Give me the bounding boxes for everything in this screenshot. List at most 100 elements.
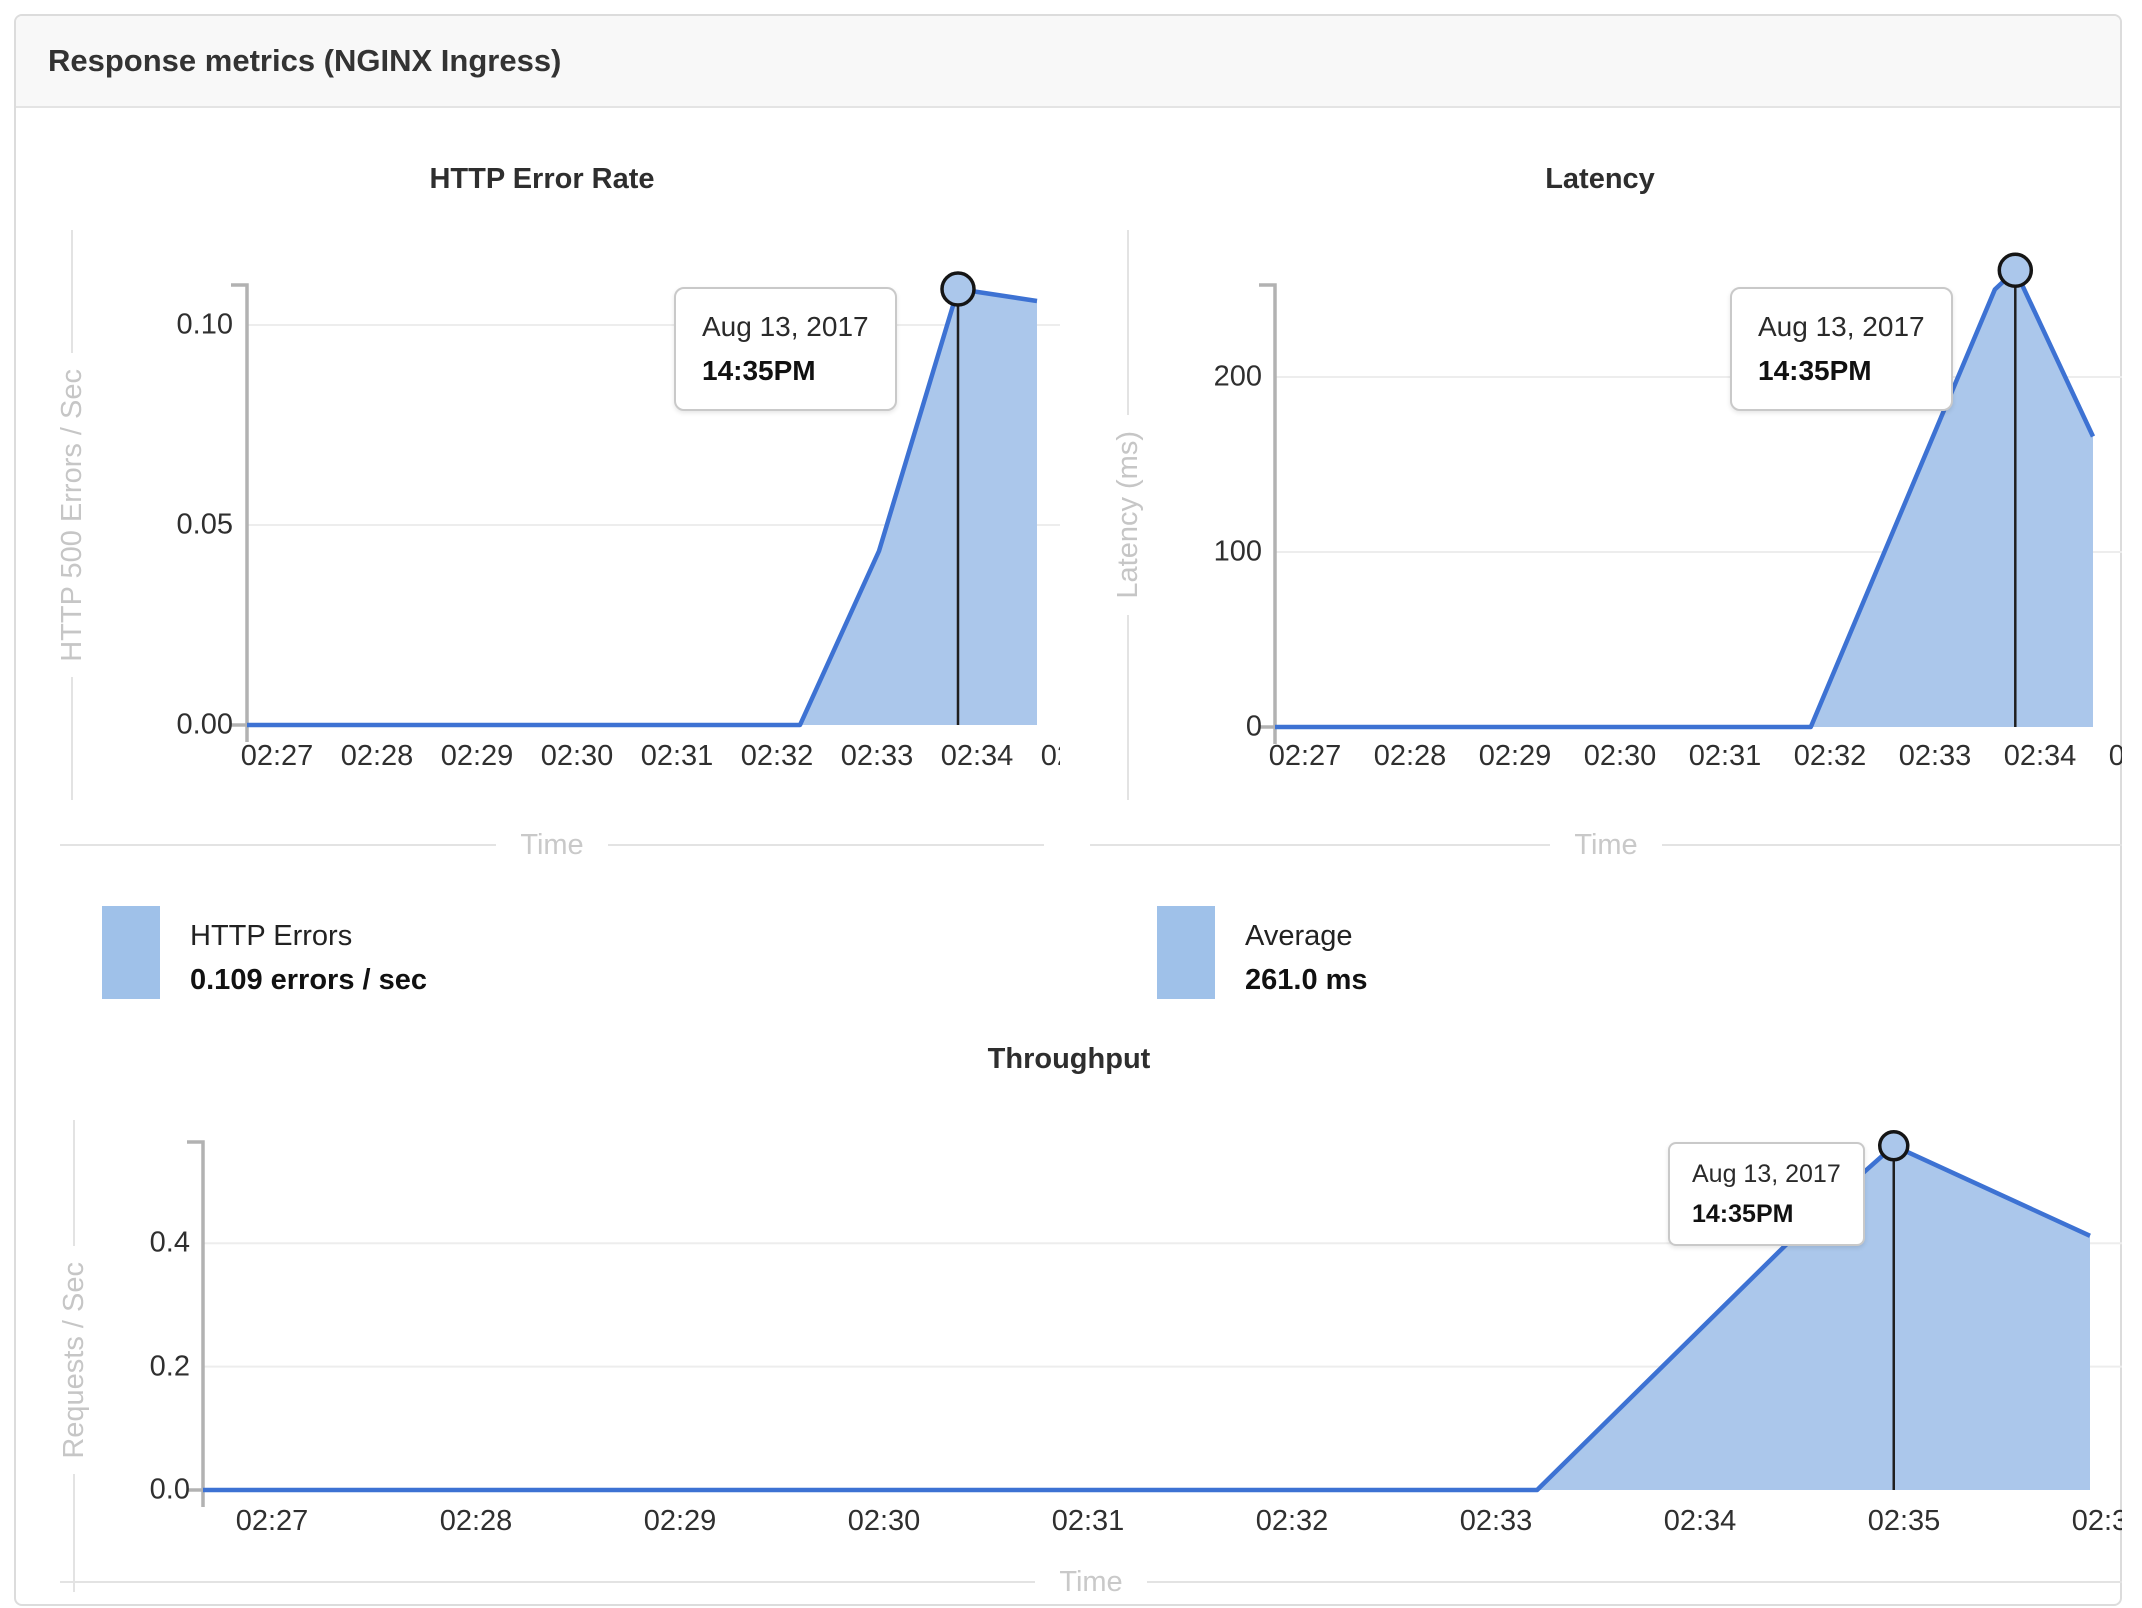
tooltip-time: 14:35PM — [1692, 1200, 1794, 1228]
y-axis-title: HTTP 500 Errors / Sec — [42, 230, 102, 800]
y-axis-title-text: HTTP 500 Errors / Sec — [55, 368, 88, 662]
x-axis-title: Time — [60, 1562, 2122, 1592]
tooltip-time: 14:35PM — [702, 355, 816, 386]
hover-marker[interactable] — [940, 271, 976, 307]
x-tick-label: 02:35 — [1040, 740, 1060, 772]
tooltip: Aug 13, 2017 14:35PM — [1668, 1142, 1865, 1246]
y-axis-line — [187, 1140, 205, 1507]
legend-label: Average — [1245, 920, 1353, 952]
card-header: Response metrics (NGINX Ingress) — [16, 16, 2120, 108]
axis-title-decoration-line — [71, 677, 73, 800]
plot-area-0[interactable] — [16, 110, 1060, 890]
y-tick-label: 0.00 — [176, 708, 233, 741]
legend-value: 0.109 errors / sec — [190, 964, 428, 996]
axis-title-decoration-line — [60, 844, 497, 846]
x-tick-label: 02:30 — [1583, 740, 1657, 772]
y-axis-title-text: Latency (ms) — [1111, 431, 1144, 599]
series-area — [247, 289, 1037, 725]
axis-title-decoration-line — [73, 1120, 75, 1246]
x-tick-label: 02:31 — [1688, 740, 1762, 772]
tooltip-date: Aug 13, 2017 — [702, 311, 869, 342]
y-tick-label: 0.2 — [149, 1350, 190, 1383]
x-axis-title: Time — [60, 825, 1044, 865]
y-axis-title: Latency (ms) — [1098, 230, 1158, 801]
axis-title-decoration-line — [60, 1581, 1036, 1583]
x-tick-label: 02:33 — [840, 740, 914, 772]
x-tick-label: 02:32 — [1255, 1505, 1329, 1537]
series-line — [247, 286, 1038, 728]
y-tick-label: 0.10 — [176, 308, 233, 341]
y-axis-line — [231, 283, 249, 742]
legend-swatch — [1157, 906, 1215, 999]
x-tick-label: 02:28 — [340, 740, 414, 772]
x-tick-label: 02:27 — [235, 1505, 309, 1537]
series-line — [1275, 268, 2096, 730]
axis-title-decoration-line — [607, 844, 1044, 846]
x-tick-label: 02:35 — [1867, 1505, 1941, 1537]
y-axis-line — [1259, 283, 1277, 744]
chart-http-error-rate[interactable]: HTTP Error Rate 0.10 0.05 0.00 02:27 02:28 02:… — [16, 110, 1060, 890]
axis-title-decoration-line — [1127, 230, 1129, 416]
axis-title-decoration-line — [1146, 1581, 2122, 1583]
x-axis-title: Time — [1090, 825, 2122, 865]
series-area — [1275, 270, 2093, 727]
x-tick-label: 02:34 — [940, 740, 1014, 772]
x-tick-label: 02:31 — [1051, 1505, 1125, 1537]
tooltip-time: 14:35PM — [1758, 355, 1872, 386]
hover-marker[interactable] — [1997, 252, 2034, 288]
tooltip-date: Aug 13, 2017 — [1692, 1160, 1841, 1188]
tooltip: Aug 13, 2017 14:35PM — [1730, 287, 1953, 411]
x-axis-title-text: Time — [1574, 828, 1638, 861]
x-tick-label: 02:32 — [1793, 740, 1867, 772]
x-tick-label: 02:34 — [1663, 1505, 1737, 1537]
x-axis-title-text: Time — [520, 828, 584, 861]
chart-title: HTTP Error Rate — [429, 163, 655, 195]
axis-title-decoration-line — [71, 230, 73, 353]
y-tick-label: 100 — [1213, 535, 1262, 568]
x-axis-title-text: Time — [1059, 1565, 1123, 1593]
tooltip: Aug 13, 2017 14:35PM — [674, 287, 897, 411]
chart-title: Latency — [1545, 163, 1655, 195]
legend-average: Average 261.0 ms — [1157, 906, 1368, 1002]
x-tick-label: 02:29 — [440, 740, 514, 772]
x-tick-label: 02:35 — [2108, 740, 2122, 772]
chart-title: Throughput — [987, 1043, 1151, 1075]
x-tick-label: 02:30 — [847, 1505, 921, 1537]
y-tick-label: 200 — [1213, 360, 1262, 393]
x-tick-label: 02:27 — [1268, 740, 1342, 772]
hover-marker[interactable] — [1878, 1129, 1910, 1162]
tooltip-date: Aug 13, 2017 — [1758, 311, 1925, 342]
x-tick-label: 02:29 — [1478, 740, 1552, 772]
x-tick-label: 02:33 — [1459, 1505, 1533, 1537]
x-tick-label: 02:28 — [439, 1505, 513, 1537]
axis-title-decoration-line — [1661, 844, 2122, 846]
x-tick-label: 02:28 — [1373, 740, 1447, 772]
axis-title-decoration-line — [1127, 614, 1129, 801]
axis-title-decoration-line — [1090, 844, 1551, 846]
chart-latency[interactable]: Latency 200 100 0 02:27 02:28 02:29 02:30 02:31 0… — [1060, 110, 2122, 890]
x-tick-label: 02:36 — [2071, 1505, 2122, 1537]
x-tick-label: 02:33 — [1898, 740, 1972, 772]
y-axis-title: Requests / Sec — [44, 1120, 104, 1592]
x-tick-label: 02:29 — [643, 1505, 717, 1537]
card-title: Response metrics (NGINX Ingress) — [48, 43, 562, 78]
y-tick-label: 0.0 — [149, 1473, 190, 1506]
legend-value: 261.0 ms — [1245, 964, 1368, 996]
x-tick-label: 02:27 — [240, 740, 314, 772]
legend-swatch — [102, 906, 160, 999]
y-tick-label: 0 — [1245, 710, 1262, 743]
chart-throughput[interactable]: Throughput 0.4 0.2 0.0 02:27 02:28 02:29 02:30 0… — [16, 1010, 2122, 1592]
response-metrics-card: Response metrics (NGINX Ingress) — [14, 14, 2122, 1606]
x-tick-label: 02:30 — [540, 740, 614, 772]
legend-http-errors: HTTP Errors 0.109 errors / sec — [102, 906, 427, 1002]
x-tick-label: 02:31 — [640, 740, 714, 772]
y-tick-label: 0.05 — [176, 508, 233, 541]
y-axis-title-text: Requests / Sec — [57, 1261, 90, 1459]
x-tick-label: 02:34 — [2003, 740, 2077, 772]
plot-area-1[interactable] — [1060, 110, 2122, 890]
legend-label: HTTP Errors — [190, 920, 353, 952]
x-tick-label: 02:32 — [740, 740, 814, 772]
axis-title-decoration-line — [73, 1474, 75, 1592]
y-tick-label: 0.4 — [149, 1226, 190, 1259]
